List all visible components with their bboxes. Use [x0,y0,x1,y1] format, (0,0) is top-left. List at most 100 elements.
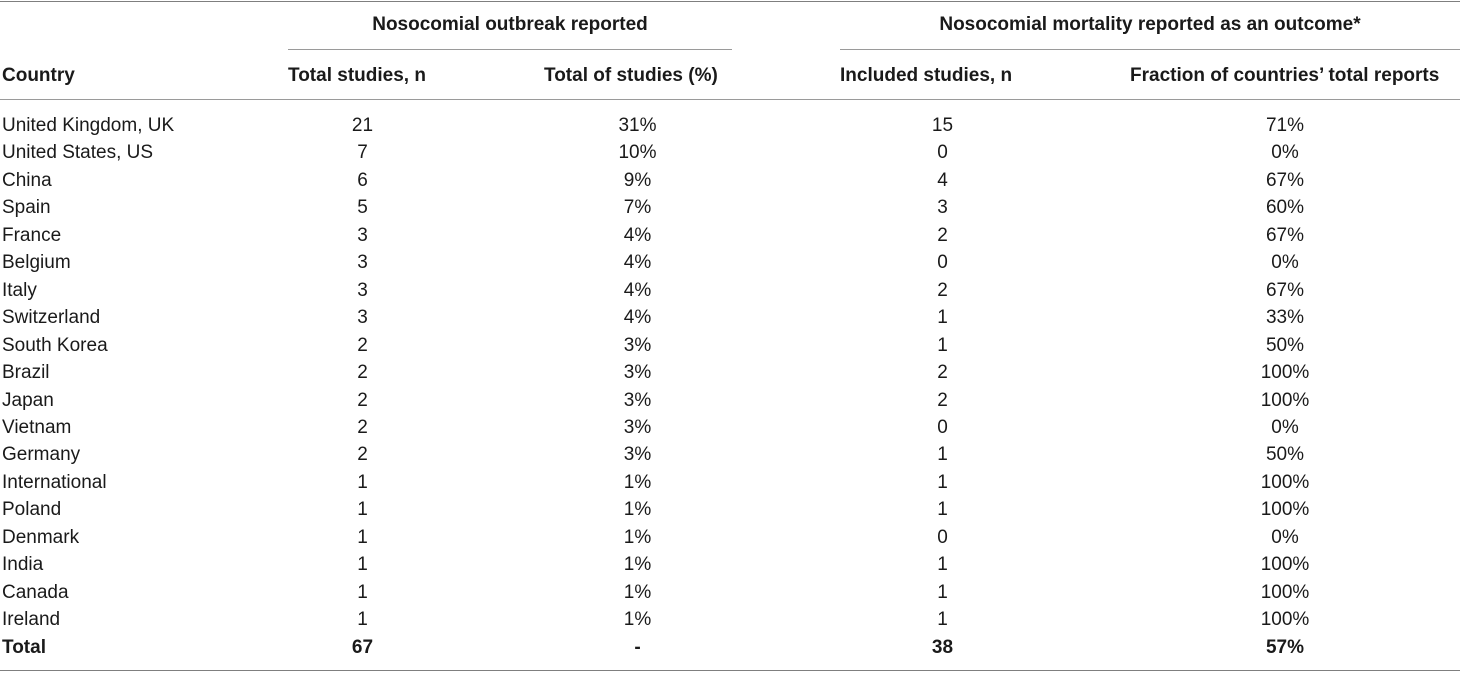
cell-total-studies: 1 [357,609,368,631]
cell-country: France [2,224,62,246]
cell-total-studies: 1 [357,526,368,548]
cell-included-studies: 1 [937,444,948,466]
cell-country: India [2,554,44,576]
cell-country: Italy [2,279,37,301]
cell-fraction: 100% [1260,362,1310,383]
cell-country: United States, US [2,142,154,164]
cell-total-studies: 1 [357,471,368,493]
cell-country: Total [2,636,46,658]
cell-included-studies: 0 [937,252,948,274]
cell-total-studies: 1 [357,499,368,521]
cell-fraction: 57% [1265,636,1305,658]
cell-country: Canada [2,581,69,603]
cell-total-studies: 1 [357,554,368,576]
cell-total-studies: 3 [357,224,368,246]
cell-total-studies: 3 [357,307,368,329]
cell-fraction: 60% [1265,197,1305,219]
cell-total-pct: 9% [623,169,652,191]
cell-fraction: 100% [1260,389,1310,411]
cell-total-studies: 67 [351,636,374,658]
cell-total-studies: 3 [357,252,368,274]
cell-country: Brazil [2,362,50,383]
table-bottom-rule [0,670,1460,671]
cell-fraction: 100% [1260,471,1310,493]
cell-total-studies: 6 [357,169,368,191]
cell-fraction: 50% [1265,334,1305,356]
cell-total-studies: 1 [357,581,368,603]
cell-included-studies: 0 [937,526,948,548]
cell-total-pct: 4% [623,307,652,329]
cell-country: Poland [2,499,62,521]
cell-country: International [2,471,107,493]
cell-included-studies: 2 [937,362,948,383]
cell-included-studies: 0 [937,142,948,164]
cell-total-pct: 3% [623,416,652,438]
cell-country: Ireland [2,609,61,631]
cell-fraction: 100% [1260,581,1310,603]
cell-total-studies: 21 [351,115,374,136]
cell-total-pct: - [634,636,641,658]
cell-total-pct: 1% [623,609,652,631]
cell-included-studies: 15 [931,115,954,136]
group-rule-outbreak [288,49,732,50]
cell-included-studies: 2 [937,279,948,301]
column-header-included-studies: Included studies, n [840,65,1013,86]
cell-country: United Kingdom, UK [2,115,175,136]
cell-included-studies: 38 [931,636,954,658]
cell-included-studies: 1 [937,554,948,576]
column-header-fraction: Fraction of countries’ total reports [1130,65,1440,86]
cell-included-studies: 1 [937,581,948,603]
cell-total-pct: 1% [623,471,652,493]
column-header-country: Country [2,65,75,86]
cell-fraction: 33% [1265,307,1305,329]
cell-fraction: 0% [1271,416,1299,438]
cell-country: Denmark [2,526,80,548]
cell-total-pct: 3% [623,389,652,411]
cell-country: Japan [2,389,54,411]
cell-fraction: 67% [1265,224,1305,246]
cell-included-studies: 1 [937,471,948,493]
cell-fraction: 0% [1271,526,1299,548]
cell-total-pct: 1% [623,526,652,548]
cell-total-pct: 1% [623,581,652,603]
cell-country: South Korea [2,334,108,356]
cell-total-studies: 2 [357,334,368,356]
table-top-rule [0,1,1460,2]
cell-country: Spain [2,197,51,219]
cell-fraction: 100% [1260,499,1310,521]
cell-fraction: 100% [1260,554,1310,576]
cell-included-studies: 0 [937,416,948,438]
header-bottom-rule [0,99,1460,100]
cell-fraction: 71% [1265,115,1305,136]
cell-country: China [2,169,52,191]
cell-total-pct: 1% [623,554,652,576]
cell-included-studies: 4 [937,169,948,191]
cell-included-studies: 2 [937,389,948,411]
cell-country: Germany [2,444,81,466]
cell-fraction: 0% [1271,252,1299,274]
column-header-total-pct: Total of studies (%) [544,65,718,86]
cell-fraction: 100% [1260,609,1310,631]
cell-country: Switzerland [2,307,101,329]
cell-total-pct: 4% [623,252,652,274]
cell-country: Belgium [2,252,71,274]
cell-included-studies: 1 [937,307,948,329]
cell-total-studies: 2 [357,362,368,383]
cell-total-pct: 31% [618,115,657,136]
cell-included-studies: 1 [937,499,948,521]
cell-fraction: 50% [1265,444,1305,466]
cell-fraction: 0% [1271,142,1299,164]
cell-total-studies: 3 [357,279,368,301]
cell-country: Vietnam [2,416,72,438]
cell-total-studies: 2 [357,389,368,411]
cell-total-studies: 2 [357,416,368,438]
cell-total-pct: 10% [618,142,657,164]
cell-included-studies: 3 [937,197,948,219]
group-header-outbreak: Nosocomial outbreak reported [372,14,648,35]
cell-included-studies: 1 [937,334,948,356]
group-rule-mortality [840,49,1460,50]
cell-total-pct: 7% [623,197,652,219]
cell-total-pct: 4% [623,224,652,246]
group-header-mortality: Nosocomial mortality reported as an outc… [939,14,1361,35]
cell-total-studies: 7 [357,142,368,164]
